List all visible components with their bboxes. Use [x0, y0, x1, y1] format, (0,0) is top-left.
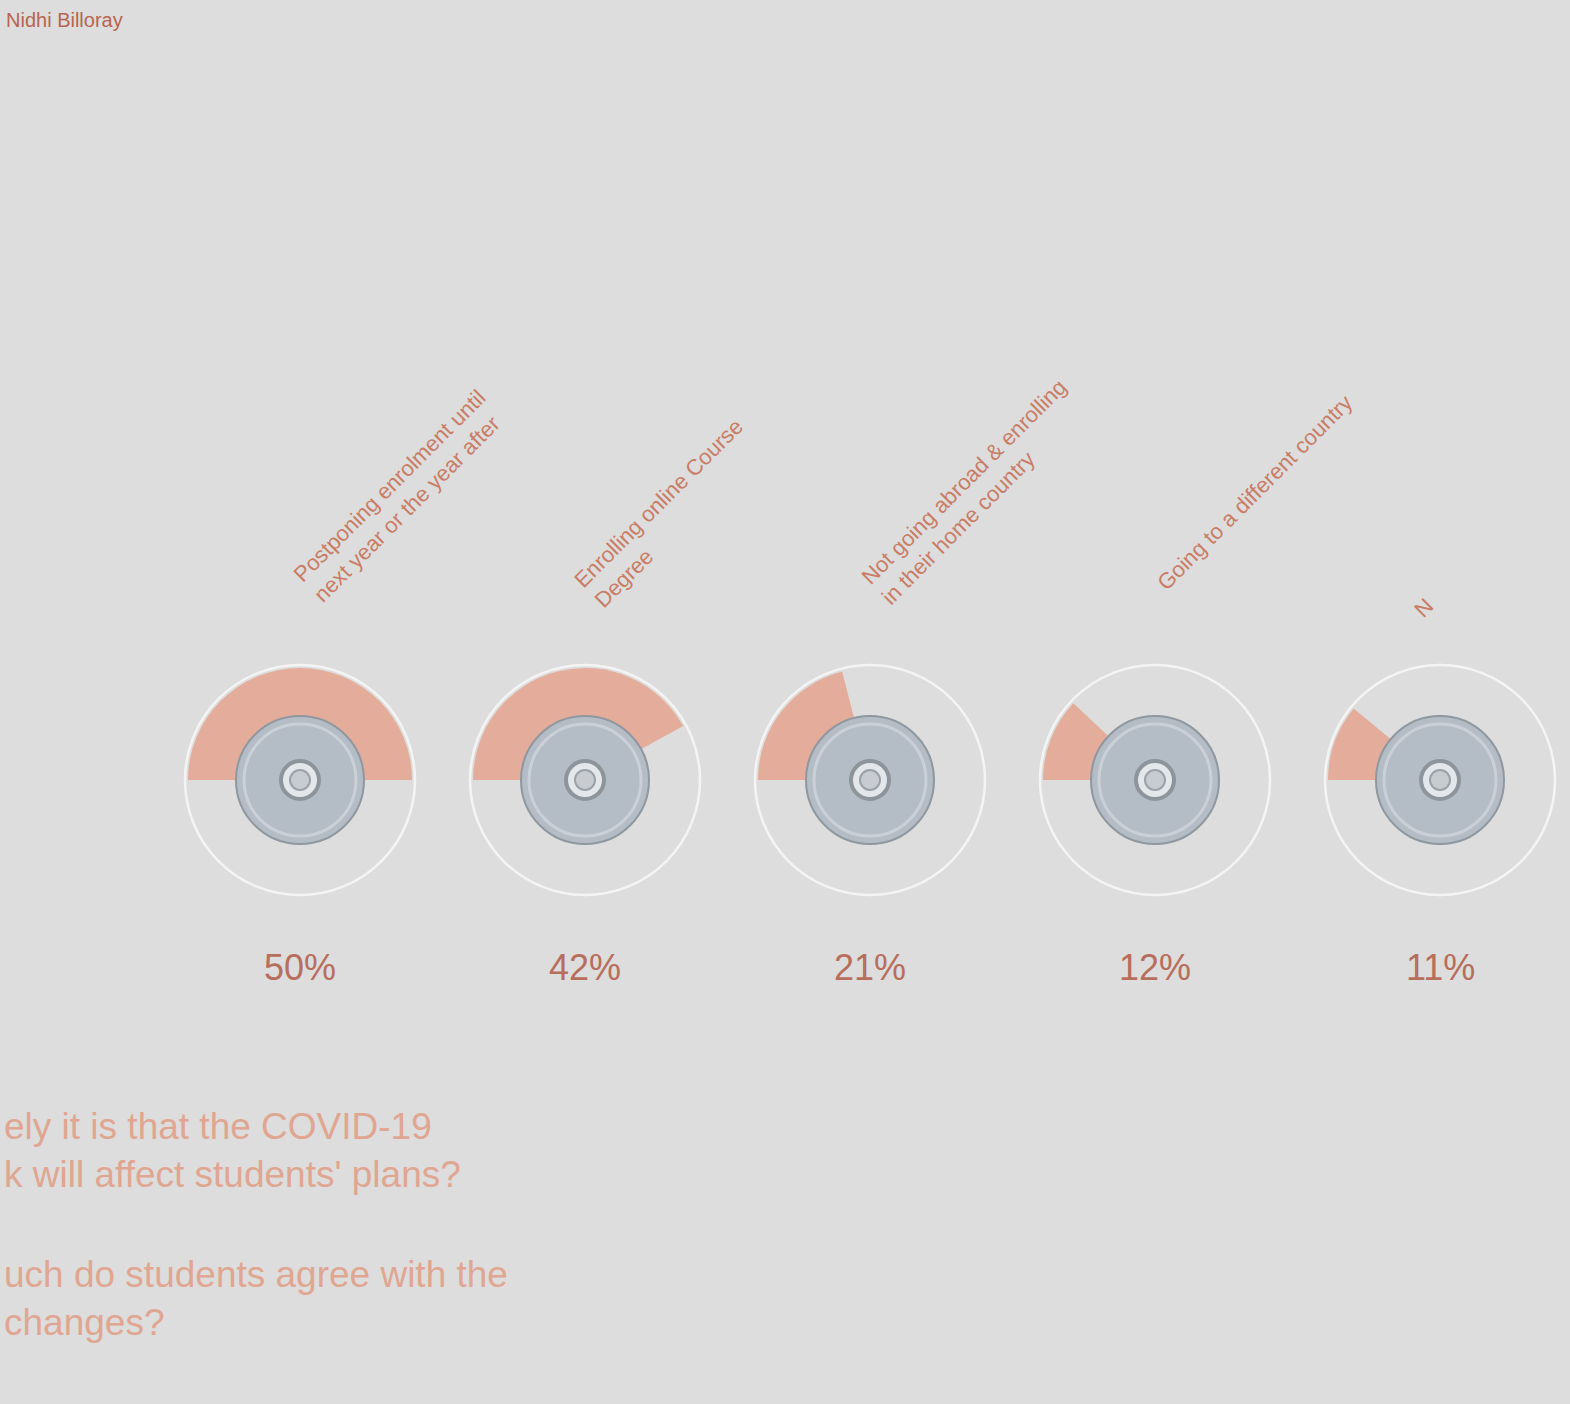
svg-text:11%: 11% [1406, 947, 1475, 988]
svg-text:Going to a different country: Going to a different country [1152, 390, 1357, 595]
svg-text:42%: 42% [549, 947, 621, 988]
svg-text:Nidhi Billoray: Nidhi Billoray [6, 9, 123, 31]
svg-text:N: N [1409, 593, 1438, 622]
svg-text:21%: 21% [834, 947, 906, 988]
svg-text:12%: 12% [1119, 947, 1191, 988]
svg-text:ely it is that the COVID-19k w: ely it is that the COVID-19k will affect… [4, 1106, 461, 1195]
svg-text:Not going abroad & enrollingin: Not going abroad & enrollingin their hom… [857, 374, 1092, 609]
svg-text:Postponing enrolment untilnext: Postponing enrolment untilnext year or t… [289, 385, 511, 607]
svg-text:uch do students agree with the: uch do students agree with thechanges? [4, 1254, 508, 1343]
svg-text:Enrolling online CourseDegree: Enrolling online CourseDegree [569, 414, 768, 613]
svg-text:50%: 50% [264, 947, 336, 988]
